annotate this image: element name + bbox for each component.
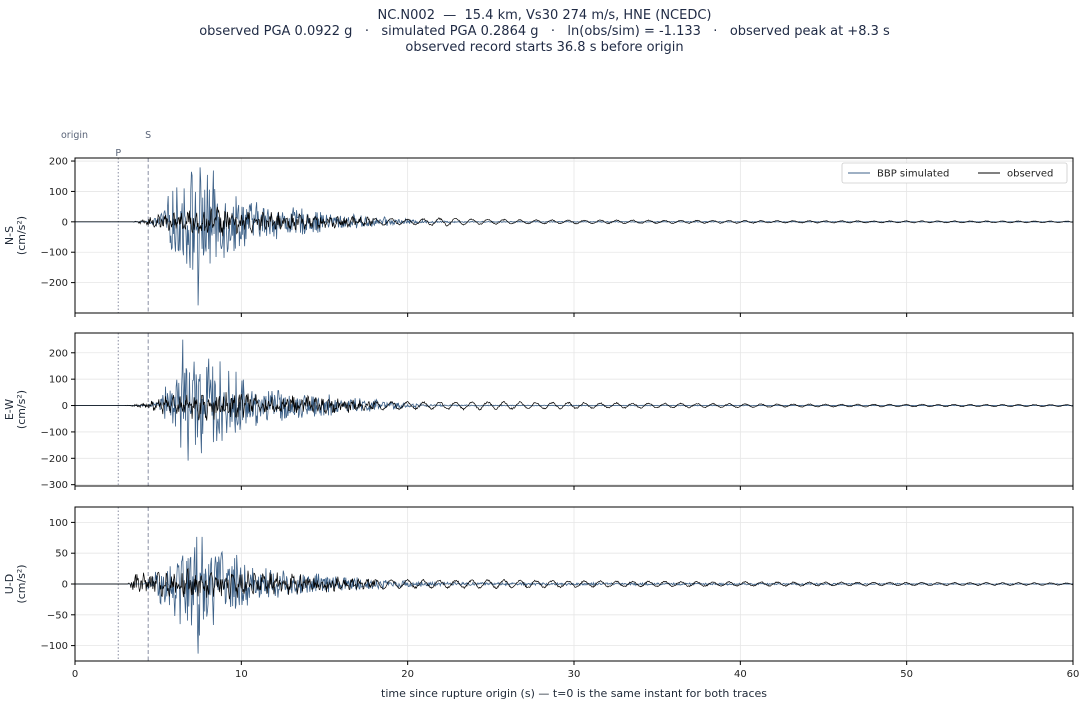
sim-trace-group [75, 339, 1073, 461]
y-tick-label: −50 [47, 610, 68, 621]
y-tick-label: −200 [41, 454, 68, 465]
p-marker-label: P [115, 148, 121, 159]
y-tick-label: 100 [49, 375, 68, 386]
trace-observed [75, 206, 1073, 237]
s-marker-label: S [145, 130, 151, 141]
y-axis-label: U-D(cm/s²) [3, 564, 28, 603]
legend-label-observed: observed [1007, 169, 1053, 180]
y-axis-label: E-W(cm/s²) [3, 390, 28, 429]
y-tick-label: −300 [41, 480, 68, 491]
legend-label-simulated: BBP simulated [877, 169, 949, 180]
title-line-1: NC.N002 — 15.4 km, Vs30 274 m/s, HNE (NC… [377, 8, 712, 23]
x-tick-label: 0 [72, 669, 78, 680]
trace-observed [75, 567, 1073, 600]
y-tick-label: 50 [55, 549, 68, 560]
y-tick-label: 100 [49, 187, 68, 198]
x-tick-label: 20 [401, 669, 414, 680]
sim-trace-group [75, 536, 1073, 654]
y-tick-label: −200 [41, 278, 68, 289]
y-tick-label: 100 [49, 518, 68, 529]
origin-marker-label: origin [61, 130, 88, 141]
chart-title: NC.N002 — 15.4 km, Vs30 274 m/s, HNE (NC… [0, 8, 1089, 56]
legend-box [841, 162, 1068, 184]
x-tick-label: 40 [734, 669, 747, 680]
y-tick-label: 200 [49, 157, 68, 168]
y-tick-label: 0 [62, 580, 68, 591]
y-tick-label: 200 [49, 348, 68, 359]
y-tick-label: −100 [41, 248, 68, 259]
x-tick-label: 60 [1067, 669, 1080, 680]
sim-trace-group [75, 167, 1073, 306]
x-tick-label: 10 [235, 669, 248, 680]
y-tick-label: −100 [41, 641, 68, 652]
trace-bbp-simulated [75, 167, 1073, 306]
title-line-3: observed record starts 36.8 s before ori… [405, 40, 684, 55]
trace-bbp-simulated [75, 536, 1073, 654]
trace-bbp-simulated [75, 339, 1073, 461]
y-tick-label: 0 [62, 401, 68, 412]
x-tick-label: 30 [568, 669, 581, 680]
title-line-2: observed PGA 0.0922 g · simulated PGA 0.… [199, 24, 890, 39]
trace-observed [75, 392, 1073, 421]
x-axis-label: time since rupture origin (s) — t=0 is t… [381, 687, 767, 700]
x-tick-label: 50 [900, 669, 913, 680]
y-tick-label: −100 [41, 427, 68, 438]
y-tick-label: 0 [62, 217, 68, 228]
y-axis-label: N-S(cm/s²) [3, 216, 28, 255]
